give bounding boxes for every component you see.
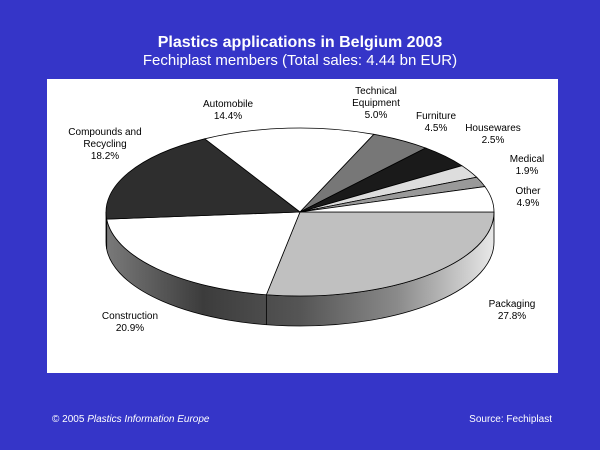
chart-subtitle: Fechiplast members (Total sales: 4.44 bn… [142,52,458,69]
source-text: Source: Fechiplast [469,414,552,425]
pie-slice-other [299,186,495,213]
pie-slice-automobile [203,127,375,213]
pie-slice-construction [106,211,301,296]
slice-label-compounds-and-recycling: Compounds and Recycling 18.2% [68,127,141,162]
copyright-text: © 2005 [52,414,85,425]
pie-slice-packaging [265,211,495,297]
pie-slice-compounds-and-recycling [105,138,302,220]
slice-label-construction: Construction 20.9% [102,311,158,334]
slice-label-furniture: Furniture 4.5% [416,111,456,134]
plot-area: Packaging 27.8% Construction 20.9% Compounds… [47,79,558,373]
slice-label-medical: Medical 1.9% [510,154,544,177]
pie-chart: Packaging 27.8% Construction 20.9% Compounds… [68,86,544,334]
slice-label-technical-equipment: Technical Equipment 5.0% [352,86,400,121]
slice-label-automobile: Automobile 14.4% [203,99,253,122]
chart-title: Plastics applications in Belgium 2003 [157,34,443,51]
slice-label-housewares: Housewares 2.5% [465,123,521,146]
footer-credit: © 2005 Plastics Information Europe [52,414,209,425]
slice-label-other: Other 4.9% [515,186,541,209]
slice-label-packaging: Packaging 27.8% [489,299,536,322]
publisher-text: Plastics Information Europe [87,414,210,425]
